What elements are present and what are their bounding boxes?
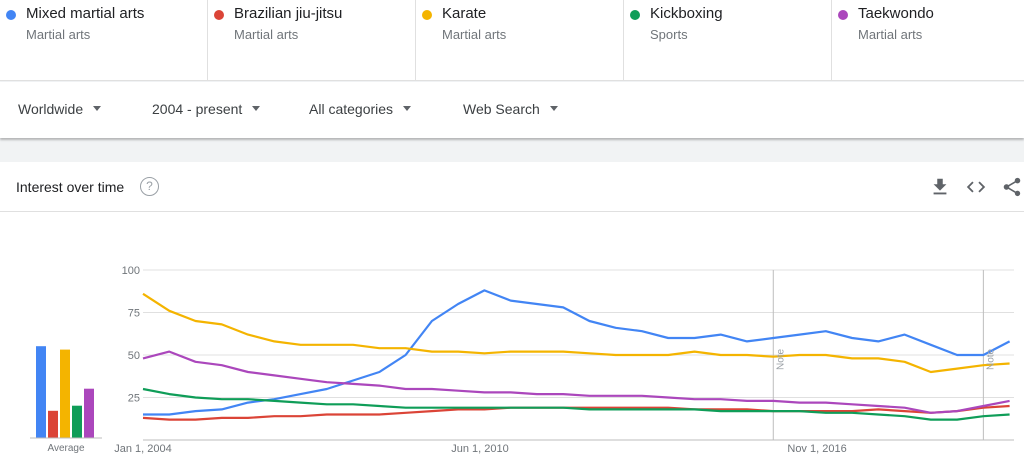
term-category: Martial arts [234,27,299,42]
card-header: Interest over time ? [0,162,1024,212]
note-label[interactable]: Note [775,348,786,370]
search-type-dropdown[interactable]: Web Search [463,101,558,117]
term-color-dot [838,10,848,20]
caret-down-icon [93,105,102,111]
y-tick-label: 25 [128,393,140,405]
chart-series [142,289,1011,421]
term-name: Karate [442,5,487,22]
interest-over-time-card: Interest over time ? Average 25 50 75 100 Ja… [0,162,1024,462]
average-bar[interactable] [36,346,46,438]
time-range-value: 2004 - present [152,101,243,117]
term-name: Brazilian jiu-jitsu [234,5,343,22]
term-taekwondo[interactable]: Taekwondo Martial arts [832,0,1024,81]
region-dropdown[interactable]: Worldwide [18,101,102,117]
card-title: Interest over time [16,179,125,195]
download-icon[interactable] [929,176,951,198]
y-tick-label: 100 [122,265,140,277]
interest-chart: Average 25 50 75 100 Jan 1, 2004 Jun 1, 2010 N… [30,265,1014,455]
series-line-mixed-martial-arts[interactable] [143,289,1011,416]
x-tick-label: Jan 1, 2004 [114,443,172,455]
help-icon[interactable]: ? [140,177,159,196]
filters-bar: Worldwide 2004 - present All categories … [0,82,1024,138]
average-bar[interactable] [84,388,94,438]
term-category: Martial arts [442,27,507,42]
region-value: Worldwide [18,101,84,117]
average-bar[interactable] [72,405,82,438]
average-bar[interactable] [48,410,58,438]
share-icon[interactable] [1001,176,1023,198]
term-name: Taekwondo [858,5,934,22]
average-bar[interactable] [60,349,70,438]
term-category: Martial arts [858,27,923,42]
term-color-dot [6,10,16,20]
term-mixed-martial-arts[interactable]: Mixed martial arts Martial arts [0,0,208,81]
comparison-terms: Mixed martial arts Martial arts Brazilia… [0,0,1024,81]
term-name: Kickboxing [650,5,723,22]
caret-down-icon [403,105,412,111]
series-line-kickboxing[interactable] [142,387,1010,421]
y-tick-label: 75 [128,308,140,320]
term-karate[interactable]: Karate Martial arts [416,0,624,81]
series-line-karate[interactable] [142,292,1010,374]
chart-labels: 25 50 75 100 Jan 1, 2004 Jun 1, 2010 Nov 1, 20… [114,265,996,455]
term-color-dot [214,10,224,20]
term-brazilian-jiu-jitsu[interactable]: Brazilian jiu-jitsu Martial arts [208,0,416,81]
search-type-value: Web Search [463,101,540,117]
average-bars: Average [30,346,102,454]
category-value: All categories [309,101,394,117]
term-color-dot [422,10,432,20]
caret-down-icon [549,105,558,111]
term-category: Martial arts [26,27,91,42]
time-range-dropdown[interactable]: 2004 - present [152,101,261,117]
x-tick-label: Jun 1, 2010 [451,443,509,455]
note-label[interactable]: Note [985,348,996,370]
embed-icon[interactable] [965,176,987,198]
caret-down-icon [252,105,261,111]
y-tick-label: 50 [128,350,140,362]
x-tick-label: Nov 1, 2016 [787,443,846,455]
average-label: Average [47,443,85,454]
series-line-taekwondo[interactable] [142,350,1010,414]
category-dropdown[interactable]: All categories [309,101,412,117]
term-category: Sports [650,27,688,42]
term-name: Mixed martial arts [26,5,145,22]
term-kickboxing[interactable]: Kickboxing Sports [624,0,832,81]
term-color-dot [630,10,640,20]
